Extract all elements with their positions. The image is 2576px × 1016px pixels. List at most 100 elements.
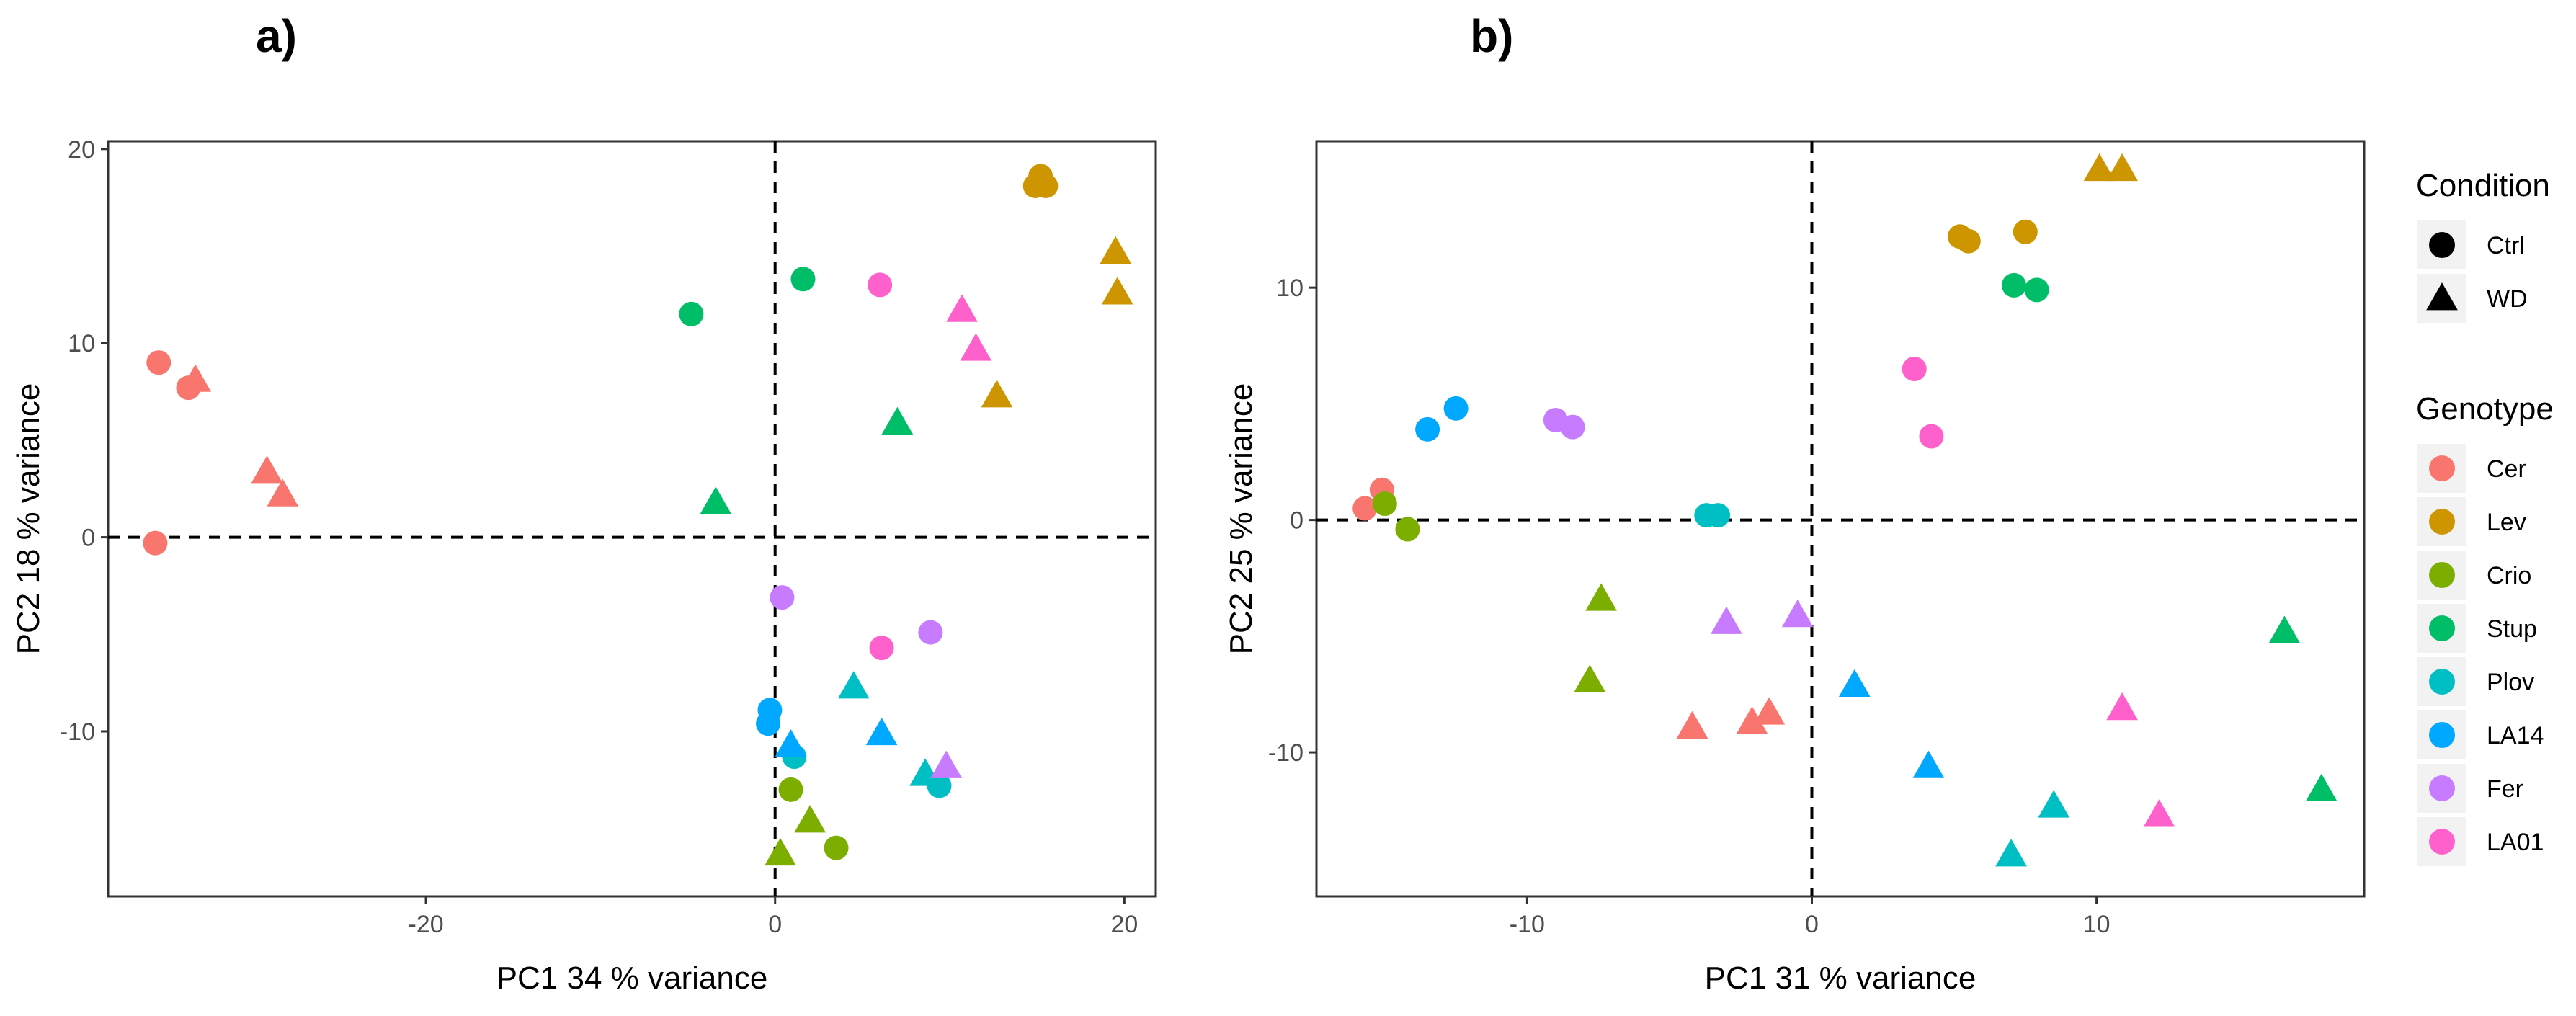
y-tick-label: 10 <box>1276 275 1303 302</box>
point-lev-ctrl <box>1956 228 1981 254</box>
legend-condition-items: Ctrl WD <box>2417 220 2528 323</box>
legend-key-cer <box>2429 455 2455 481</box>
legend-label-genotype: Lev <box>2487 509 2526 536</box>
legend-label-genotype: Stup <box>2487 615 2537 643</box>
point-stup-ctrl <box>790 267 816 292</box>
point-cer-wd <box>1736 706 1768 734</box>
point-cer-wd <box>1676 710 1708 739</box>
x-tick-label: 20 <box>1110 911 1138 938</box>
point-la01-wd <box>2143 799 2175 827</box>
point-la01-wd <box>960 333 992 361</box>
point-fer-ctrl <box>770 585 795 610</box>
point-crio-ctrl <box>1395 517 1420 542</box>
point-plov-wd <box>909 758 941 786</box>
point-crio-wd <box>1574 664 1606 692</box>
legend-key-triangle <box>2426 282 2458 311</box>
point-stup-ctrl <box>679 301 704 326</box>
x-axis-title-b: PC1 31 % variance <box>1705 961 1976 996</box>
x-tick-label: -10 <box>1510 911 1545 938</box>
point-stup-ctrl <box>2002 272 2027 298</box>
legend-label-genotype: Fer <box>2487 775 2523 803</box>
point-la01-ctrl <box>1902 357 1927 382</box>
point-crio-ctrl <box>824 835 849 860</box>
point-la14-wd <box>1912 750 1945 778</box>
point-la14-ctrl <box>1415 416 1440 442</box>
legend-label-genotype: LA14 <box>2487 722 2544 749</box>
point-cer-wd <box>267 478 299 507</box>
legend-label-condition: WD <box>2487 285 2528 313</box>
tick-group-b: -10 0 10 -10 0 10 <box>1268 275 2111 938</box>
x-tick-label: 0 <box>768 911 782 938</box>
panel-label-a: a) <box>256 10 297 62</box>
point-crio-ctrl <box>778 777 803 802</box>
plot-panel-b: -10 0 10 -10 0 10 PC1 31 % variance PC2 25 % … <box>1224 140 2366 996</box>
y-tick-label: 10 <box>68 330 95 357</box>
reference-lines-b <box>1316 141 2364 896</box>
legend-key-lev <box>2429 509 2455 535</box>
point-plov-wd <box>2038 790 2070 818</box>
panel-label-b: b) <box>1470 10 1513 62</box>
y-tick-label: 20 <box>68 136 95 164</box>
tick-group-a: -20 0 20 -10 0 10 20 <box>60 136 1138 938</box>
point-lev-wd <box>1101 277 1133 305</box>
legend-key-la14 <box>2429 722 2455 748</box>
point-lev-wd <box>1100 236 1132 264</box>
y-tick-label: 0 <box>81 525 95 552</box>
point-la14-ctrl <box>1443 396 1469 421</box>
legend-key-plov <box>2429 669 2455 695</box>
point-plov-ctrl <box>1706 503 1731 528</box>
point-lev-ctrl <box>2013 219 2038 244</box>
legend-label-genotype: Crio <box>2487 562 2531 589</box>
y-tick-label: -10 <box>1268 739 1303 767</box>
x-tick-label: -20 <box>408 911 443 938</box>
point-plov-wd <box>1995 839 2027 867</box>
point-crio-ctrl <box>1372 491 1397 517</box>
legend-label-genotype: Plov <box>2487 669 2534 696</box>
point-cer-ctrl <box>146 350 171 375</box>
point-fer-ctrl <box>1560 414 1585 440</box>
points-b <box>1352 153 2337 867</box>
legend-label-condition: Ctrl <box>2487 232 2525 259</box>
point-la14-ctrl <box>756 711 781 736</box>
y-axis-title-b: PC2 25 % variance <box>1224 383 1259 655</box>
legend-key-stup <box>2429 615 2455 641</box>
point-cer-wd <box>251 455 283 484</box>
legend-title-condition: Condition <box>2416 168 2550 203</box>
point-la14-wd <box>1838 669 1871 697</box>
point-stup-wd <box>700 486 732 514</box>
point-lev-wd <box>2106 153 2139 182</box>
legend-title-genotype: Genotype <box>2416 391 2554 427</box>
points-a <box>143 164 1133 866</box>
point-crio-wd <box>765 837 796 866</box>
legend-genotype-items: Cer Lev Crio Stup Plov LA14 Fer LA01 <box>2417 444 2544 866</box>
point-lev-wd <box>2083 153 2116 182</box>
point-la14-wd <box>865 717 898 746</box>
point-lev-wd <box>981 380 1013 408</box>
point-la01-wd <box>946 294 978 322</box>
point-cer-wd <box>179 364 212 392</box>
point-crio-wd <box>1585 583 1617 611</box>
point-fer-ctrl <box>918 620 943 645</box>
point-la01-ctrl <box>1919 424 1944 449</box>
point-cer-ctrl <box>1352 496 1378 521</box>
x-axis-title-a: PC1 34 % variance <box>496 961 768 996</box>
point-fer-wd <box>1711 606 1742 634</box>
y-axis-title-a: PC2 18 % variance <box>11 383 46 655</box>
plot-area-a <box>107 140 1157 898</box>
legend-label-genotype: Cer <box>2487 455 2526 483</box>
point-la01-ctrl <box>869 636 894 661</box>
x-tick-label: 0 <box>1805 911 1819 938</box>
legend-key-la01 <box>2429 829 2455 855</box>
x-tick-label: 10 <box>2083 911 2111 938</box>
point-la14-wd <box>775 729 807 757</box>
legend: Condition Ctrl WD Genotype Cer Lev Crio Stup… <box>2416 168 2554 866</box>
point-lev-ctrl <box>1033 173 1059 198</box>
point-fer-wd <box>1781 599 1814 628</box>
reference-lines-a <box>108 141 1156 896</box>
legend-key-crio <box>2429 562 2455 588</box>
point-fer-wd <box>930 750 963 778</box>
legend-key-circle <box>2429 232 2455 258</box>
y-tick-label: 0 <box>1290 507 1303 535</box>
point-cer-ctrl <box>143 530 168 556</box>
point-cer-wd <box>1753 697 1786 725</box>
